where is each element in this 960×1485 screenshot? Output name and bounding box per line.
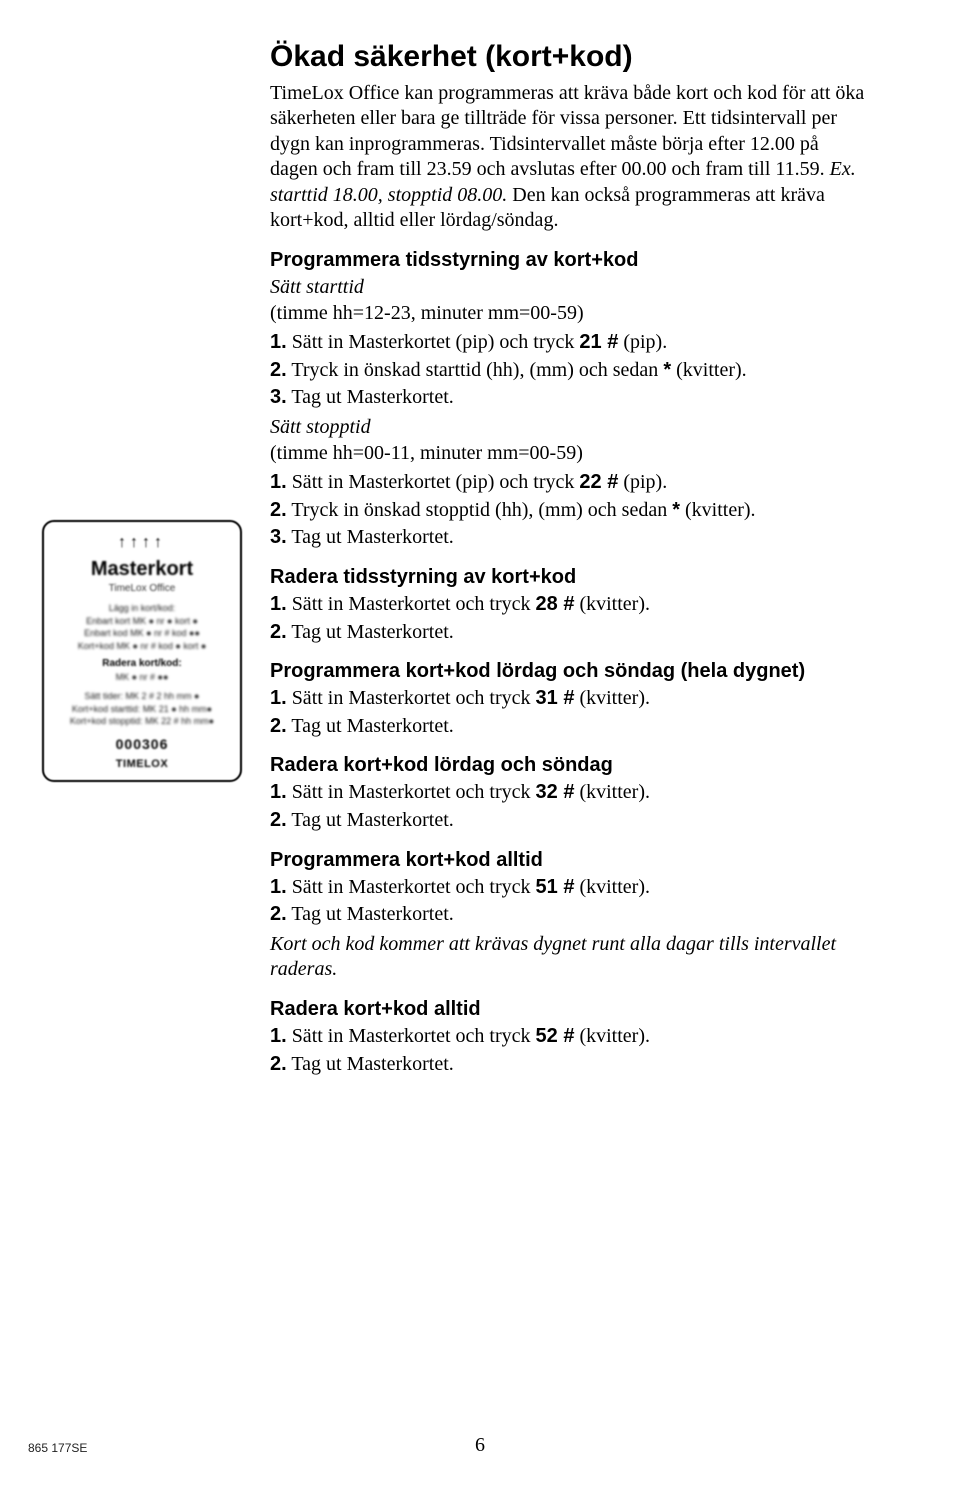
item-code: 52 #	[536, 1025, 575, 1047]
item-text: Sätt in Masterkortet (pip) och tryck	[287, 331, 580, 353]
item-number: 1.	[270, 781, 287, 803]
intro-paragraph: TimeLox Office kan programmeras att kräv…	[270, 81, 870, 235]
heading-program-timecontrol: Programmera tidsstyrning av kort+kod	[270, 248, 870, 273]
list-item: 1. Sätt in Masterkortet och tryck 51 # (…	[270, 875, 870, 901]
start-time-block: Sätt starttid (timme hh=12-23, minuter m…	[270, 275, 870, 326]
stop-time-block: Sätt stopptid (timme hh=00-11, minuter m…	[270, 415, 870, 466]
item-text: Tag ut Masterkortet.	[287, 809, 454, 831]
item-code: 21 #	[579, 331, 618, 353]
card-line: Kort+kod stopptid: MK 22 # hh mm●	[54, 715, 230, 728]
list-item: 2. Tag ut Masterkortet.	[270, 1052, 870, 1078]
page-number: 6	[0, 1434, 960, 1457]
item-text: Tag ut Masterkortet.	[287, 1053, 454, 1075]
item-number: 2.	[270, 809, 287, 831]
card-line: Enbart kort MK ● nr ● kort ●	[54, 615, 230, 628]
card-line: Kort+kod MK ● nr # kod ● kort ●	[54, 640, 230, 653]
card-line: Sätt tider: MK 2 # 2 hh mm ●	[54, 690, 230, 703]
list-item: 2. Tag ut Masterkortet.	[270, 808, 870, 834]
stop-time-label: Sätt stopptid	[270, 416, 371, 438]
item-text: (kvitter).	[574, 687, 650, 709]
item-number: 1.	[270, 471, 287, 493]
item-number: 1.	[270, 687, 287, 709]
item-text: Sätt in Masterkortet (pip) och tryck	[287, 471, 580, 493]
item-number: 1.	[270, 876, 287, 898]
item-number: 1.	[270, 331, 287, 353]
start-time-label: Sätt starttid	[270, 276, 364, 298]
heading-program-weekend: Programmera kort+kod lördag och söndag (…	[270, 659, 870, 684]
item-text: (kvitter).	[574, 781, 650, 803]
card-subtitle: TimeLox Office	[54, 583, 230, 594]
item-number: 2.	[270, 621, 287, 643]
item-text: (kvitter).	[574, 1025, 650, 1047]
card-line: Kort+kod starttid: MK 21 ● hh mm●	[54, 703, 230, 716]
list-item: 1. Sätt in Masterkortet och tryck 32 # (…	[270, 780, 870, 806]
item-code: 31 #	[536, 687, 575, 709]
page-title: Ökad säkerhet (kort+kod)	[270, 40, 870, 75]
list-item: 3. Tag ut Masterkortet.	[270, 525, 870, 551]
list-item: 2. Tag ut Masterkortet.	[270, 902, 870, 928]
item-number: 2.	[270, 359, 287, 381]
start-time-range: (timme hh=12-23, minuter mm=00-59)	[270, 302, 584, 324]
card-line: Enbart kod MK ● nr # kod ●●	[54, 627, 230, 640]
list-item: 2. Tryck in önskad starttid (hh), (mm) o…	[270, 358, 870, 384]
intro-text: TimeLox Office kan programmeras att kräv…	[270, 82, 864, 181]
item-text: Sätt in Masterkortet och tryck	[287, 781, 536, 803]
item-text: (kvitter).	[680, 499, 756, 521]
list-item: 1. Sätt in Masterkortet (pip) och tryck …	[270, 470, 870, 496]
stop-time-range: (timme hh=00-11, minuter mm=00-59)	[270, 442, 583, 464]
card-line: MK ● nr # ●●	[54, 671, 230, 684]
card-logo: TIMELOX	[54, 758, 230, 770]
list-item: 1. Sätt in Masterkortet och tryck 52 # (…	[270, 1024, 870, 1050]
mastercard-illustration: ↑↑↑↑ Masterkort TimeLox Office Lägg in k…	[42, 520, 242, 782]
item-text: Tryck in önskad stopptid (hh), (mm) och …	[287, 499, 673, 521]
card-code: 000306	[54, 736, 230, 752]
item-number: 2.	[270, 1053, 287, 1075]
item-text: (kvitter).	[574, 593, 650, 615]
item-code: *	[663, 359, 671, 381]
item-code: 22 #	[579, 471, 618, 493]
item-text: Tag ut Masterkortet.	[287, 903, 454, 925]
item-number: 3.	[270, 386, 287, 408]
item-text: Tag ut Masterkortet.	[287, 386, 454, 408]
item-text: Tryck in önskad starttid (hh), (mm) och …	[287, 359, 664, 381]
item-number: 3.	[270, 526, 287, 548]
item-text: (pip).	[618, 471, 667, 493]
item-text: Sätt in Masterkortet och tryck	[287, 1025, 536, 1047]
card-title: Masterkort	[54, 558, 230, 581]
heading-erase-timecontrol: Radera tidsstyrning av kort+kod	[270, 565, 870, 590]
item-code: 32 #	[536, 781, 575, 803]
item-text: (pip).	[618, 331, 667, 353]
item-text: Sätt in Masterkortet och tryck	[287, 593, 536, 615]
list-item: 2. Tag ut Masterkortet.	[270, 714, 870, 740]
list-item: 2. Tryck in önskad stopptid (hh), (mm) o…	[270, 498, 870, 524]
card-line: Lägg in kort/kod:	[54, 602, 230, 615]
item-number: 2.	[270, 499, 287, 521]
item-code: *	[672, 499, 680, 521]
heading-program-always: Programmera kort+kod alltid	[270, 848, 870, 873]
list-item: 1. Sätt in Masterkortet (pip) och tryck …	[270, 330, 870, 356]
item-text: (kvitter).	[671, 359, 747, 381]
heading-erase-weekend: Radera kort+kod lördag och söndag	[270, 753, 870, 778]
item-number: 2.	[270, 715, 287, 737]
item-number: 1.	[270, 593, 287, 615]
heading-erase-always: Radera kort+kod alltid	[270, 997, 870, 1022]
item-code: 28 #	[536, 593, 575, 615]
item-text: Tag ut Masterkortet.	[287, 526, 454, 548]
item-code: 51 #	[536, 876, 575, 898]
list-item: 2. Tag ut Masterkortet.	[270, 620, 870, 646]
list-item: 3. Tag ut Masterkortet.	[270, 385, 870, 411]
item-number: 1.	[270, 1025, 287, 1047]
list-item: 1. Sätt in Masterkortet och tryck 31 # (…	[270, 686, 870, 712]
always-note: Kort och kod kommer att krävas dygnet ru…	[270, 932, 870, 983]
list-item: 1. Sätt in Masterkortet och tryck 28 # (…	[270, 592, 870, 618]
item-text: Tag ut Masterkortet.	[287, 715, 454, 737]
item-text: (kvitter).	[574, 876, 650, 898]
item-text: Tag ut Masterkortet.	[287, 621, 454, 643]
item-text: Sätt in Masterkortet och tryck	[287, 876, 536, 898]
card-arrows: ↑↑↑↑	[54, 534, 230, 552]
card-section: Radera kort/kod:	[54, 658, 230, 669]
item-text: Sätt in Masterkortet och tryck	[287, 687, 536, 709]
item-number: 2.	[270, 903, 287, 925]
